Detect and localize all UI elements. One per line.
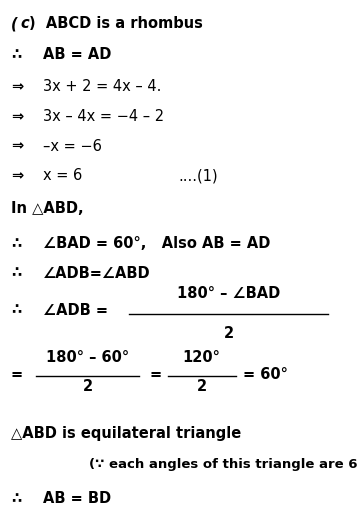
Text: (∵ each angles of this triangle are 60°): (∵ each angles of this triangle are 60°) bbox=[89, 458, 357, 471]
Text: In △ABD,: In △ABD, bbox=[11, 201, 83, 216]
Text: ⇒: ⇒ bbox=[11, 109, 23, 124]
Text: 180° – ∠BAD: 180° – ∠BAD bbox=[177, 286, 280, 301]
Text: (: ( bbox=[11, 16, 17, 31]
Text: 180° – 60°: 180° – 60° bbox=[46, 350, 129, 365]
Text: ⇒: ⇒ bbox=[11, 139, 23, 154]
Text: )  ABCD is a rhombus: ) ABCD is a rhombus bbox=[29, 16, 203, 31]
Text: 2: 2 bbox=[197, 379, 207, 394]
Text: △ABD is equilateral triangle: △ABD is equilateral triangle bbox=[11, 426, 241, 441]
Text: –x = −6: –x = −6 bbox=[43, 139, 102, 154]
Text: 120°: 120° bbox=[183, 350, 221, 365]
Text: x = 6: x = 6 bbox=[43, 168, 82, 183]
Text: 3x + 2 = 4x – 4.: 3x + 2 = 4x – 4. bbox=[43, 79, 161, 95]
Text: AB = BD: AB = BD bbox=[43, 491, 111, 506]
Text: 2: 2 bbox=[82, 379, 92, 394]
Text: 3x – 4x = −4 – 2: 3x – 4x = −4 – 2 bbox=[43, 109, 164, 124]
Text: ⇒: ⇒ bbox=[11, 168, 23, 183]
Text: c: c bbox=[21, 16, 29, 31]
Text: ∠BAD = 60°,   Also AB = AD: ∠BAD = 60°, Also AB = AD bbox=[43, 236, 270, 251]
Text: =: = bbox=[150, 367, 162, 382]
Text: AB = AD: AB = AD bbox=[43, 47, 111, 62]
Text: ∠ADB=∠ABD: ∠ADB=∠ABD bbox=[43, 266, 150, 281]
Text: ∴: ∴ bbox=[11, 266, 21, 281]
Text: ∴: ∴ bbox=[11, 491, 21, 506]
Text: = 60°: = 60° bbox=[243, 367, 288, 382]
Text: ∠ADB =: ∠ADB = bbox=[43, 303, 108, 318]
Text: ∴: ∴ bbox=[11, 303, 21, 318]
Text: ∴: ∴ bbox=[11, 47, 21, 62]
Text: 2: 2 bbox=[223, 326, 233, 341]
Text: ....(1): ....(1) bbox=[178, 168, 218, 183]
Text: =: = bbox=[11, 367, 23, 382]
Text: ⇒: ⇒ bbox=[11, 79, 23, 95]
Text: ∴: ∴ bbox=[11, 236, 21, 251]
